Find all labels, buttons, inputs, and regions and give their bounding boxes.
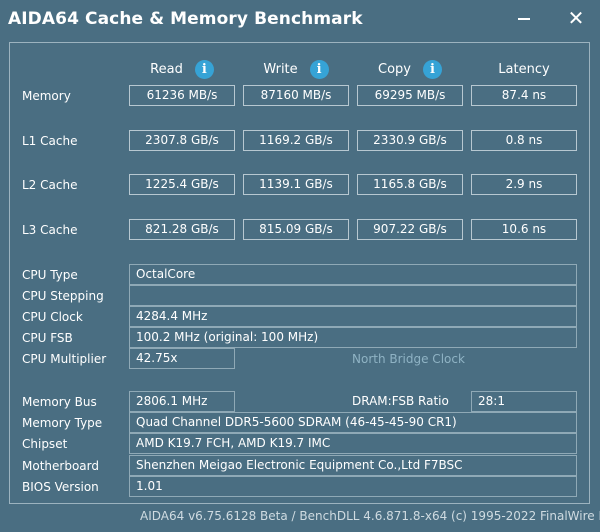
row-label-memory: Memory [22,89,71,103]
cpu-fsb-value: 100.2 MHz (original: 100 MHz) [129,327,577,348]
memory-write-value: 87160 MB/s [243,85,349,106]
memory-bus-label: Memory Bus [22,395,97,409]
motherboard-label: Motherboard [22,459,99,473]
bios-version-label: BIOS Version [22,480,99,494]
l2-latency-value: 2.9 ns [471,174,577,195]
column-header-read: Read i [129,59,235,79]
cpu-stepping-label: CPU Stepping [22,289,104,303]
memory-type-label: Memory Type [22,416,103,430]
l2-write-value: 1139.1 GB/s [243,174,349,195]
cpu-type-value: OctalCore [129,264,577,285]
window-title: AIDA64 Cache & Memory Benchmark [8,9,363,29]
l2-read-value: 1225.4 GB/s [129,174,235,195]
dram-fsb-ratio-value: 28:1 [471,391,577,412]
cpu-multiplier-label: CPU Multiplier [22,352,107,366]
chipset-label: Chipset [22,437,68,451]
column-header-copy: Copy i [357,59,463,79]
l1-write-value: 1169.2 GB/s [243,130,349,151]
info-icon[interactable]: i [422,59,442,79]
column-header-write: Write i [243,59,349,79]
minimize-button[interactable] [512,6,536,30]
cpu-clock-value: 4284.4 MHz [129,306,577,327]
l1-copy-value: 2330.9 GB/s [357,130,463,151]
motherboard-value: Shenzhen Meigao Electronic Equipment Co.… [129,455,577,476]
info-icon[interactable]: i [194,59,214,79]
l3-read-value: 821.28 GB/s [129,219,235,240]
memory-copy-value: 69295 MB/s [357,85,463,106]
column-label-read: Read [150,61,183,77]
footer-version-text: AIDA64 v6.75.6128 Beta / BenchDLL 4.6.87… [140,509,600,523]
close-button[interactable]: ✕ [564,6,588,30]
cpu-fsb-label: CPU FSB [22,331,73,345]
l3-latency-value: 10.6 ns [471,219,577,240]
column-label-copy: Copy [378,61,411,77]
results-panel [9,42,590,504]
row-label-l2-cache: L2 Cache [22,178,78,192]
north-bridge-clock-label: North Bridge Clock [352,352,465,366]
l2-copy-value: 1165.8 GB/s [357,174,463,195]
memory-read-value: 61236 MB/s [129,85,235,106]
title-bar: AIDA64 Cache & Memory Benchmark ✕ [0,0,600,38]
cpu-type-label: CPU Type [22,268,78,282]
memory-type-value: Quad Channel DDR5-5600 SDRAM (46-45-45-9… [129,412,577,433]
l3-write-value: 815.09 GB/s [243,219,349,240]
l3-copy-value: 907.22 GB/s [357,219,463,240]
info-icon[interactable]: i [309,59,329,79]
cpu-multiplier-value: 42.75x [129,348,235,369]
column-label-write: Write [263,61,298,77]
close-icon: ✕ [567,6,585,30]
memory-latency-value: 87.4 ns [471,85,577,106]
dram-fsb-ratio-label: DRAM:FSB Ratio [352,394,449,408]
l1-read-value: 2307.8 GB/s [129,130,235,151]
l1-latency-value: 0.8 ns [471,130,577,151]
row-label-l1-cache: L1 Cache [22,134,78,148]
column-header-latency: Latency [471,59,577,79]
column-label-latency: Latency [498,61,550,77]
cpu-stepping-value [129,285,577,306]
memory-bus-value: 2806.1 MHz [129,391,235,412]
cpu-clock-label: CPU Clock [22,310,83,324]
bios-version-value: 1.01 [129,476,577,497]
row-label-l3-cache: L3 Cache [22,223,78,237]
chipset-value: AMD K19.7 FCH, AMD K19.7 IMC [129,433,577,454]
